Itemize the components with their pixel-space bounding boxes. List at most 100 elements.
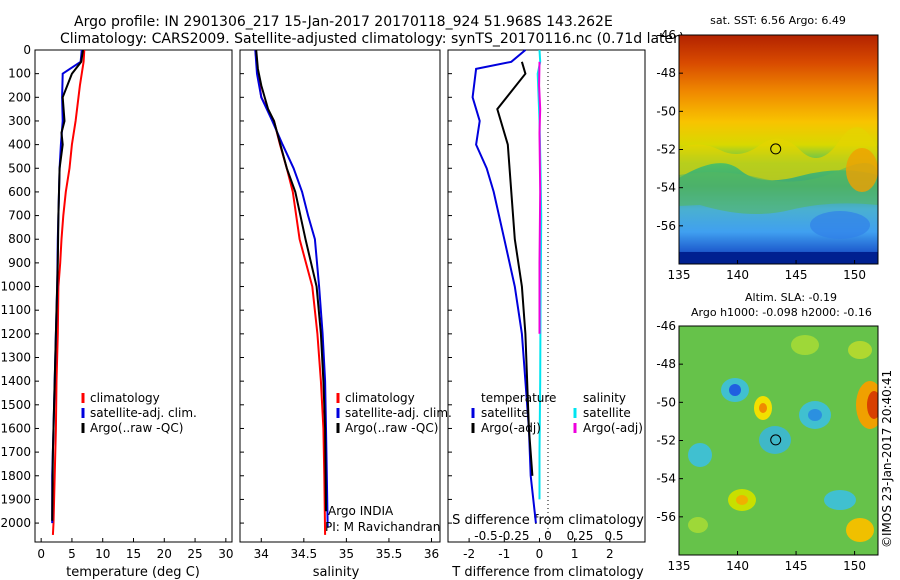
sst-cold-patch (810, 211, 870, 239)
series-line-climatology (254, 49, 327, 535)
sla-blob (729, 384, 741, 396)
sla-blob (824, 490, 856, 510)
sla-blob (867, 391, 878, 419)
legend-label: climatology (345, 391, 415, 405)
x-tick-label: 1 (571, 547, 579, 561)
x-tick-label: -1 (498, 547, 510, 561)
x-tick-label: 35.5 (376, 547, 403, 561)
depth-tick-label: 0 (23, 43, 31, 57)
series-line-argorawqc (255, 49, 327, 512)
salinity-axes (239, 49, 441, 543)
map-y-tick-label: -54 (656, 472, 676, 486)
depth-tick-label: 2000 (0, 516, 31, 530)
sla-anomaly-blobs (688, 335, 878, 542)
depth-tick-label: 200 (8, 90, 31, 104)
legend-label: satellite (583, 406, 631, 420)
series-line-climatology (51, 49, 86, 535)
temperature-xaxis: 0 5 10 15 20 25 30 (37, 538, 233, 561)
sla-blob (848, 341, 872, 359)
map-x-tick-label: 150 (843, 268, 866, 282)
map-y-tick-label: -48 (656, 66, 676, 80)
difference-legend: temperature salinity satelliteArgo(-adj)… (471, 391, 643, 435)
map-y-tick-label: -52 (656, 434, 676, 448)
x-tick-label: 25 (187, 547, 202, 561)
figure-title-line1: Argo profile: IN 2901306_217 15-Jan-2017… (74, 14, 613, 30)
legend-label: Argo(..raw -QC) (90, 421, 183, 435)
depth-tick-label: 700 (8, 209, 31, 223)
sla-blob (688, 443, 712, 467)
map-x-tick-label: 145 (785, 559, 808, 573)
sla-blob (791, 335, 819, 355)
difference-xlabel: T difference from climatology (451, 565, 644, 580)
x-tick-label: 20 (157, 547, 172, 561)
sla-map-title-line1: Altim. SLA: -0.19 (745, 291, 837, 304)
depth-tick-label: 1300 (0, 351, 31, 365)
depth-tick-label: 1200 (0, 327, 31, 341)
salinity-xaxis: 34 34.5 35 35.5 36 (254, 538, 439, 561)
depth-tick-label: 600 (8, 185, 31, 199)
series-line-satelliteadjclim (254, 49, 329, 528)
temperature-series (51, 49, 86, 535)
sst-deep-cold (679, 252, 878, 264)
map-y-tick-label: -56 (656, 510, 676, 524)
depth-tick-label: 800 (8, 232, 31, 246)
figure-title-line2: Climatology: CARS2009. Satellite-adjuste… (60, 31, 684, 47)
x-tick-label: 0 (37, 547, 45, 561)
legend-label: satellite-adj. clim. (90, 406, 197, 420)
depth-tick-label: 500 (8, 161, 31, 175)
map-y-tick-label: -52 (656, 143, 676, 157)
map-y-tick-label: -50 (656, 395, 676, 409)
map-y-tick-label: -56 (656, 219, 676, 233)
map-x-tick-label: 140 (726, 559, 749, 573)
x-tick-label: 36 (424, 547, 439, 561)
map-y-tick-label: -50 (656, 104, 676, 118)
sst-map-title: sat. SST: 6.56 Argo: 6.49 (710, 14, 846, 27)
float-owner: Argo INDIA (328, 504, 394, 518)
salinity-xlabel: salinity (313, 565, 360, 580)
legend-label: Argo(-adj) (481, 421, 541, 435)
argo-position-marker (770, 434, 782, 446)
x-tick-label: -2 (463, 547, 475, 561)
imos-stamp: ©IMOS 23-Jan-2017 20:40:41 (880, 370, 894, 548)
x-tick-label: 34.5 (290, 547, 317, 561)
legend-label: satellite-adj. clim. (345, 406, 452, 420)
map-y-tick-label: -46 (656, 319, 676, 333)
top-x-tick-label: -0.5 (474, 529, 497, 543)
depth-tick-label: 1800 (0, 469, 31, 483)
depth-tick-label: 1900 (0, 492, 31, 506)
sla-blob (846, 518, 874, 542)
difference-axes (447, 49, 646, 543)
x-tick-label: 35 (339, 547, 354, 561)
map-x-tick-label: 150 (843, 559, 866, 573)
salinity-series (254, 49, 329, 535)
top-x-tick-label: 0.5 (604, 529, 623, 543)
x-tick-label: 5 (68, 547, 76, 561)
depth-tick-label: 300 (8, 114, 31, 128)
depth-tick-label: 1000 (0, 280, 31, 294)
sla-blob (736, 495, 748, 505)
sst-front-band (679, 127, 878, 181)
legend-label: Argo(..raw -QC) (345, 421, 438, 435)
map-y-tick-label: -48 (656, 357, 676, 371)
series-line-argorawqc (51, 49, 84, 521)
map-x-tick-label: 140 (726, 268, 749, 282)
map-y-tick-label: -46 (656, 28, 676, 42)
sla-map-title-line2: Argo h1000: -0.098 h2000: -0.16 (691, 306, 872, 319)
sst-map-axes: 135 140 145 150 -46 -48 -50 -52 -54 -56 (656, 28, 866, 282)
argo-position-marker (770, 143, 782, 155)
x-tick-label: 0 (536, 547, 544, 561)
sla-blob (759, 426, 791, 454)
sla-map-axes: 135 140 145 150 -46 -48 -50 -52 -54 -56 (656, 319, 866, 573)
sla-blob (759, 403, 767, 413)
depth-tick-label: 1700 (0, 445, 31, 459)
depth-tick-label: 100 (8, 67, 31, 81)
sla-blob (808, 409, 822, 421)
series-line-argoadj (496, 61, 534, 476)
legend-label: climatology (90, 391, 160, 405)
legend-header-temperature: temperature (481, 391, 556, 405)
depth-tick-label: 1500 (0, 398, 31, 412)
sst-green-band (679, 162, 878, 214)
x-tick-label: 30 (218, 547, 233, 561)
